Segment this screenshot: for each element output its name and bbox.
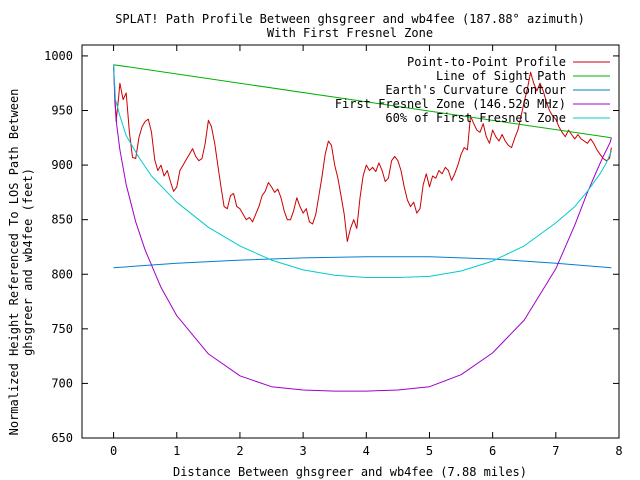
series-line-1 bbox=[113, 64, 612, 139]
y-tick-label: 700 bbox=[51, 376, 73, 390]
y-tick-label: 650 bbox=[51, 431, 73, 445]
series-line-3 bbox=[113, 64, 612, 392]
x-tick-label: 2 bbox=[236, 444, 243, 458]
x-tick-label: 3 bbox=[300, 444, 307, 458]
x-tick-label: 7 bbox=[552, 444, 559, 458]
plot-frame bbox=[81, 44, 620, 439]
y-axis-label-line1: Normalized Height Referenced To LOS Path… bbox=[7, 89, 21, 436]
y-axis-label-line2: ghsgreer and wb4fee (feet) bbox=[21, 168, 35, 356]
chart-subtitle: With First Fresnel Zone bbox=[267, 26, 433, 40]
y-tick-label: 750 bbox=[51, 322, 73, 336]
x-tick-label: 5 bbox=[426, 444, 433, 458]
x-tick-label: 8 bbox=[615, 444, 622, 458]
legend-label-0: Point-to-Point Profile bbox=[407, 55, 566, 69]
legend-label-3: First Fresnel Zone (146.520 MHz) bbox=[335, 97, 566, 111]
x-axis-label: Distance Between ghsgreer and wb4fee (7.… bbox=[173, 465, 527, 479]
x-tick-label: 0 bbox=[110, 444, 117, 458]
y-tick-label: 950 bbox=[51, 104, 73, 118]
y-tick-label: 1000 bbox=[44, 49, 73, 63]
x-tick-label: 6 bbox=[489, 444, 496, 458]
ticks-layer: 0 1 2 3 4 5 6 7 8 650 700 750 800 850 900 950 1000 bbox=[44, 45, 623, 458]
chart-title: SPLAT! Path Profile Between ghsgreer and… bbox=[115, 12, 585, 26]
series-line-0 bbox=[113, 66, 612, 242]
y-tick-label: 850 bbox=[51, 213, 73, 227]
legend-label-4: 60% of First Fresnel Zone bbox=[385, 111, 566, 125]
series-line-2 bbox=[113, 256, 612, 269]
legend-label-1: Line of Sight Path bbox=[436, 69, 566, 83]
y-tick-label: 800 bbox=[51, 267, 73, 281]
series-layer bbox=[113, 64, 612, 392]
y-tick-label: 900 bbox=[51, 158, 73, 172]
legend-label-2: Earth's Curvature Contour bbox=[385, 83, 566, 97]
x-tick-label: 4 bbox=[363, 444, 370, 458]
series-line-4 bbox=[113, 64, 612, 278]
x-tick-label: 1 bbox=[173, 444, 180, 458]
